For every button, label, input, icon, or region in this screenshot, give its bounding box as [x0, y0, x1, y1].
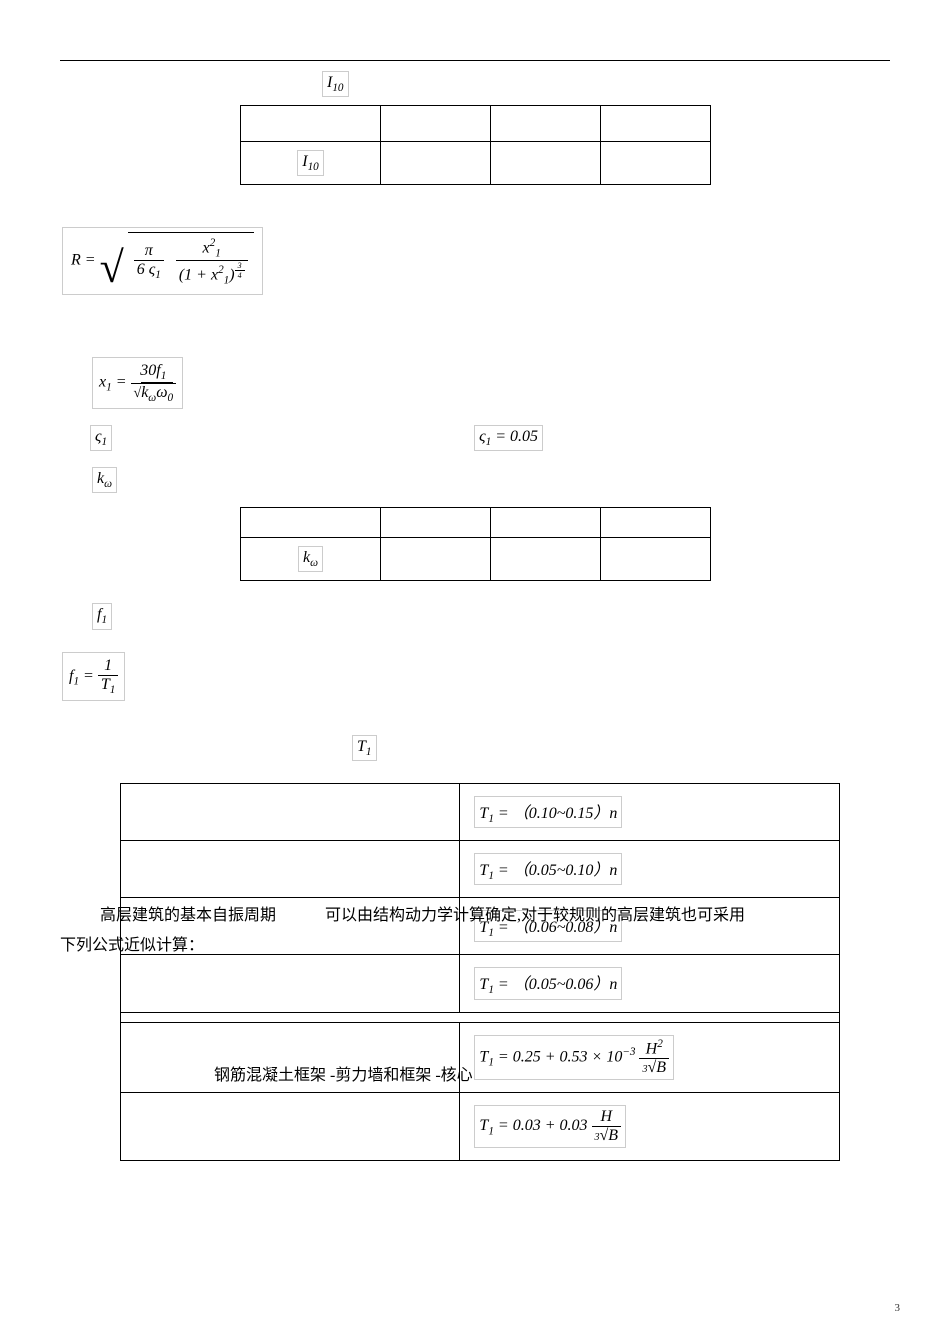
table-cell	[491, 508, 601, 538]
table-cell: T1 = 0.03 + 0.03 H3√B	[460, 1092, 840, 1160]
r-frac2: x21 (1 + x21)34	[176, 237, 248, 286]
period-table: T1 = （0.10~0.15）n T1 = （0.05~0.10）n T1 =…	[120, 783, 840, 1161]
kw-table: kω	[240, 507, 711, 581]
table-cell	[601, 538, 711, 581]
page-number: 3	[895, 1302, 901, 1314]
i10-table: I10	[240, 105, 711, 185]
table-row: T1 = （0.05~0.06）n	[121, 955, 840, 1012]
table-cell: T1 = （0.05~0.10）n	[460, 841, 840, 898]
table-cell	[381, 142, 491, 185]
f1-formula: f1 = 1 T1	[60, 650, 890, 703]
overlay-text-line1b: 可以由结构动力学计算确定,对于较规则的高层建筑也可采用	[325, 901, 745, 925]
table-cell: T1 = （0.10~0.15）n	[460, 783, 840, 840]
i10-symbol-top: I10	[320, 69, 890, 99]
i10-label-cell: I10	[241, 142, 381, 185]
r-formula: R = √ π 6 ς1 x21 (1 + x21)34	[60, 225, 890, 335]
table-cell	[601, 142, 711, 185]
overlay-text-line2: 下列公式近似计算：	[60, 931, 204, 955]
table-row: T1 = （0.10~0.15）n	[121, 783, 840, 840]
table-cell	[241, 106, 381, 142]
table-cell	[381, 106, 491, 142]
table-cell	[491, 106, 601, 142]
table-cell	[381, 508, 491, 538]
table-cell	[121, 1012, 840, 1022]
f1-row: f1	[90, 601, 890, 631]
period-table-wrap: T1 = （0.10~0.15）n T1 = （0.05~0.10）n T1 =…	[120, 783, 890, 1161]
overlay-text-line1a: 高层建筑的基本自振周期	[100, 901, 276, 925]
table-row	[121, 1012, 840, 1022]
table-cell	[241, 508, 381, 538]
table-cell	[601, 106, 711, 142]
x1-formula: x1 = 30f1 √kωω0	[90, 355, 890, 410]
i10-sub2: 10	[308, 161, 319, 173]
table-row: kω	[241, 538, 711, 581]
r-frac1: π 6 ς1	[134, 242, 164, 281]
table-row: T1 = （0.05~0.10）n	[121, 841, 840, 898]
table-cell	[121, 955, 460, 1012]
table-cell	[121, 783, 460, 840]
table-cell	[601, 508, 711, 538]
table-cell	[121, 841, 460, 898]
table-row: I10	[241, 142, 711, 185]
r-eq: R =	[71, 252, 96, 269]
kw-label-cell: kω	[241, 538, 381, 581]
zeta-row: ς1 ς1 = 0.05	[60, 423, 890, 453]
table-row: T1 = 0.03 + 0.03 H3√B	[121, 1092, 840, 1160]
table-cell	[121, 1092, 460, 1160]
i10-sub: 10	[332, 82, 343, 94]
t1-symbol: T1	[350, 733, 890, 763]
page-top-rule	[60, 60, 890, 61]
table-row	[241, 508, 711, 538]
table-row	[241, 106, 711, 142]
overlay-text-line3: 钢筋混凝土框架 -剪力墙和框架 -核心	[214, 1061, 473, 1085]
table-cell: T1 = 0.25 + 0.53 × 10−3 H23√B	[460, 1022, 840, 1092]
table-cell	[491, 142, 601, 185]
table-cell	[491, 538, 601, 581]
kw-row: kω	[90, 465, 890, 495]
table-cell	[381, 538, 491, 581]
table-cell: T1 = （0.05~0.06）n	[460, 955, 840, 1012]
